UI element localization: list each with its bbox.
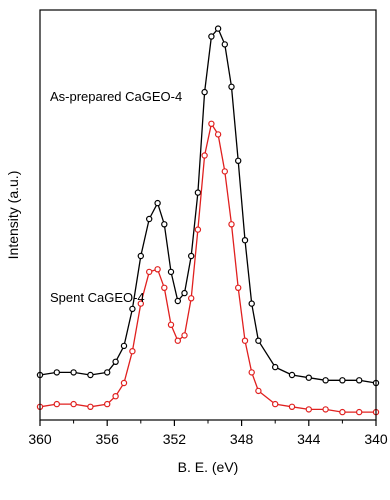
series-1-point-8 <box>137 300 144 307</box>
series-0-point-9 <box>145 215 153 223</box>
series-0-point-7 <box>129 305 136 313</box>
series-1-point-18 <box>208 120 215 128</box>
series-1-point-31 <box>356 408 363 416</box>
x-ticks: 360 356 352 348 344 340 <box>28 420 388 447</box>
series-0-point-31 <box>356 377 363 384</box>
series-0-point-26 <box>272 363 279 371</box>
series-1-point-26 <box>272 400 279 408</box>
x-tick-label-0: 360 <box>28 431 52 447</box>
plot-frame <box>39 9 377 421</box>
series-0-point-18 <box>208 33 215 40</box>
series-0-point-23 <box>241 236 249 244</box>
series-0-point-24 <box>248 300 255 307</box>
series-0-point-1 <box>53 369 61 376</box>
series-1-point-16 <box>194 226 202 233</box>
series-0-point-29 <box>322 377 329 384</box>
series-1-point-11 <box>161 284 168 291</box>
series-0-point-6 <box>120 342 128 350</box>
series-1-point-30 <box>339 408 346 416</box>
series-0-point-28 <box>305 374 312 381</box>
series-layer <box>36 25 380 416</box>
series-0-point-27 <box>288 371 296 379</box>
series-0-point-19 <box>214 25 222 32</box>
series-1-point-29 <box>322 406 329 413</box>
series-line-0 <box>39 27 377 384</box>
series-0-point-25 <box>255 337 262 344</box>
series-1-point-1 <box>53 400 61 408</box>
series-0-point-15 <box>187 252 195 260</box>
series-0-point-13 <box>174 297 181 305</box>
series-1-point-10 <box>154 266 161 273</box>
x-tick-label-1: 356 <box>96 431 120 447</box>
series-0-point-22 <box>234 157 242 164</box>
series-1-point-4 <box>103 400 111 408</box>
series-line-1 <box>39 123 376 413</box>
y-axis-title: Intensity (a.u.) <box>5 171 21 260</box>
series-1-point-27 <box>288 403 296 410</box>
series-1-point-20 <box>221 168 228 175</box>
series-1-point-24 <box>248 369 255 376</box>
series-1-point-2 <box>70 400 77 408</box>
series-0-point-12 <box>167 268 175 276</box>
series-0-point-2 <box>70 369 77 376</box>
series-1-point-21 <box>228 221 235 228</box>
series-0-point-14 <box>181 289 188 297</box>
series-0-point-17 <box>201 88 208 96</box>
series-1-point-23 <box>241 337 249 344</box>
series-1-point-3 <box>87 403 94 410</box>
x-axis-title: B. E. (eV) <box>178 459 239 475</box>
series-1-point-5 <box>112 393 119 400</box>
series-1-point-9 <box>145 268 153 276</box>
series-0-point-11 <box>161 221 168 228</box>
series-0-point-21 <box>228 83 235 91</box>
series-1-point-17 <box>201 152 208 159</box>
series-0-point-10 <box>154 199 161 207</box>
series-1-point-19 <box>214 131 222 138</box>
series-label-as-prepared: As-prepared CaGEO-4 <box>50 89 182 104</box>
x-tick-label-2: 352 <box>163 431 187 447</box>
series-0-point-3 <box>87 371 94 379</box>
series-1-point-12 <box>167 321 175 328</box>
series-label-spent: Spent CaGEO-4 <box>50 290 145 305</box>
series-1-point-22 <box>234 284 242 291</box>
series-0-point-8 <box>137 252 144 260</box>
series-1-point-15 <box>187 295 195 302</box>
series-1-point-13 <box>174 337 181 344</box>
x-tick-label-5: 340 <box>364 431 388 447</box>
series-0-point-5 <box>112 358 119 365</box>
x-tick-label-3: 348 <box>230 431 254 447</box>
series-0-point-16 <box>194 189 202 196</box>
series-0-point-4 <box>103 369 111 376</box>
series-1-point-7 <box>129 348 136 355</box>
series-0-point-30 <box>339 377 346 384</box>
series-1-point-6 <box>120 379 128 387</box>
series-1-point-14 <box>181 332 188 339</box>
series-0-point-20 <box>221 41 228 48</box>
x-tick-label-4: 344 <box>297 431 321 447</box>
series-1-point-25 <box>255 387 262 395</box>
series-1-point-28 <box>305 406 312 413</box>
